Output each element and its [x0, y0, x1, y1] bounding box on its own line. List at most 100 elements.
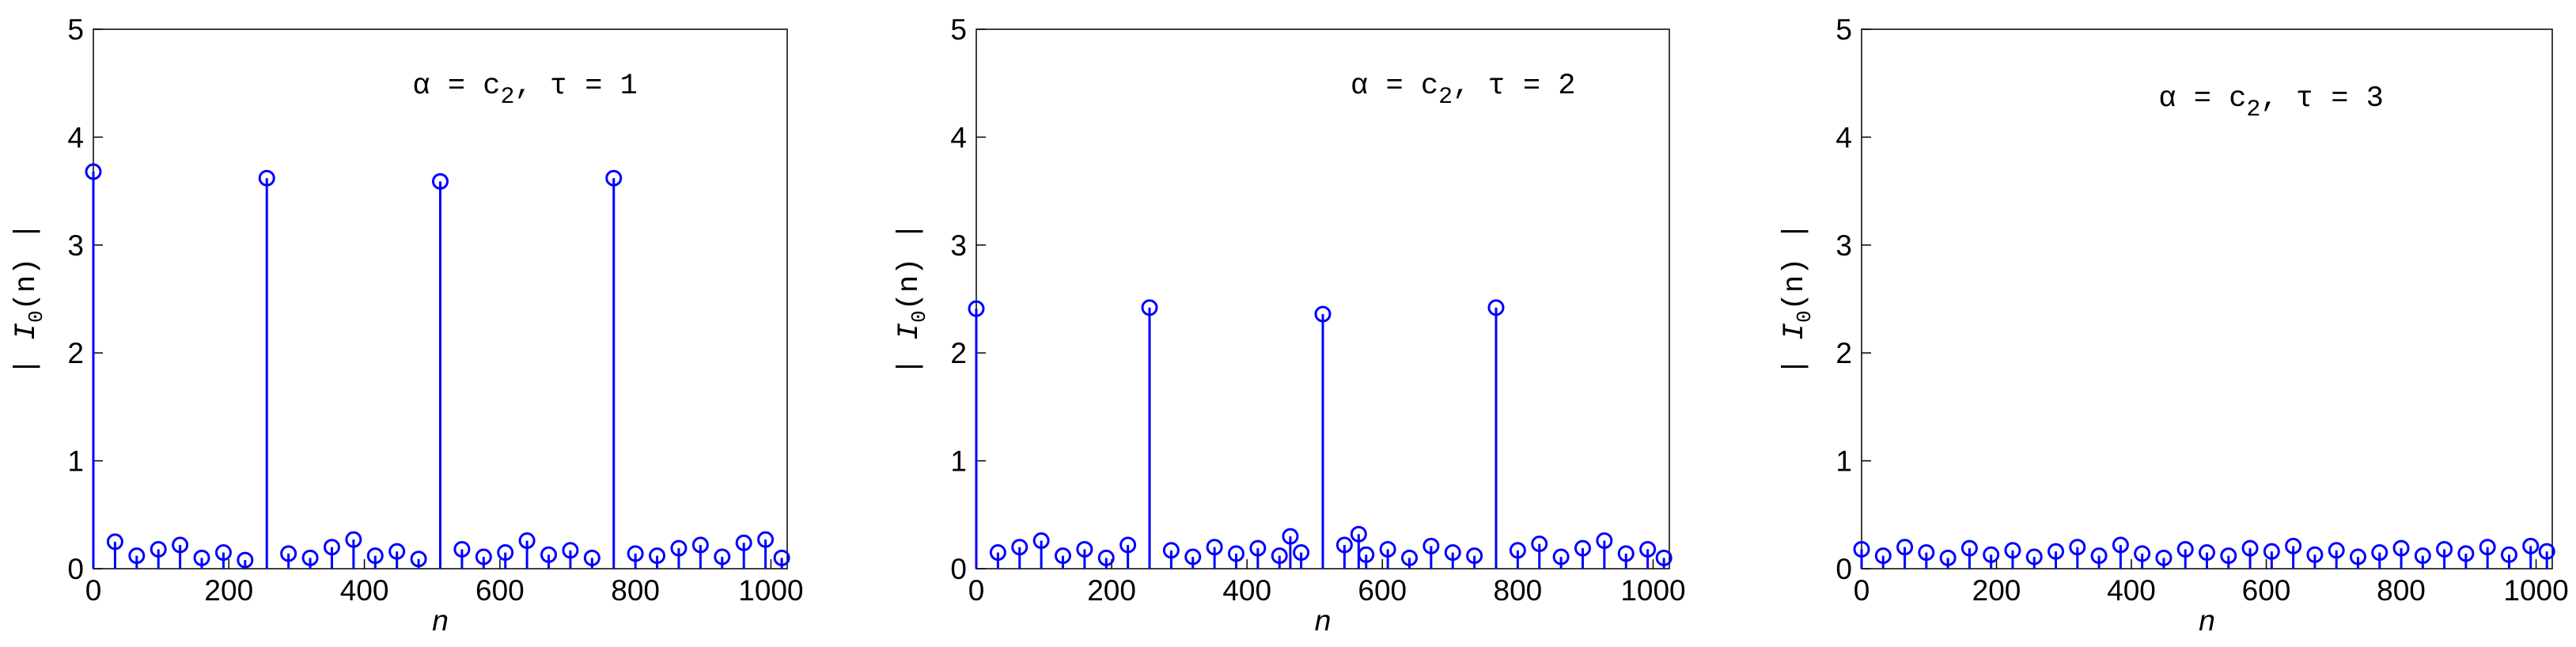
- stem-marker: [497, 544, 514, 562]
- y-label-tail: (n) |: [1779, 222, 1812, 310]
- annotation: α = c2, τ = 3: [2158, 82, 2383, 123]
- stem-marker: [714, 548, 731, 566]
- stem-marker: [2112, 536, 2129, 554]
- stem-marker: [1076, 540, 1093, 558]
- y-tick-label: 3: [67, 229, 84, 262]
- x-axis-label: n: [2198, 607, 2215, 640]
- y-tick-label: 5: [67, 13, 84, 46]
- stem-marker: [2241, 539, 2259, 557]
- y-tick-label: 4: [67, 121, 84, 153]
- stem-marker: [1011, 539, 1029, 556]
- stem-marker: [1918, 544, 1935, 562]
- y-tick-label: 1: [1835, 445, 1852, 478]
- stem-marker: [432, 172, 449, 190]
- y-tick-label: 0: [1835, 553, 1852, 585]
- stem-marker: [1509, 542, 1526, 559]
- stem-marker: [1617, 545, 1635, 562]
- y-label-main: | I: [893, 323, 926, 376]
- y-tick-label: 4: [1835, 121, 1852, 153]
- stem-marker: [172, 536, 189, 554]
- stem-marker: [1574, 539, 1591, 557]
- x-tick-label: 200: [1972, 574, 2021, 607]
- stem-marker: [1552, 548, 1570, 566]
- stem-marker: [2349, 548, 2366, 566]
- stem-marker: [1596, 532, 1613, 550]
- stem-marker: [2285, 537, 2302, 554]
- x-tick-label: 600: [2242, 574, 2291, 607]
- stem-marker: [1162, 542, 1180, 559]
- stem-marker: [1939, 549, 1957, 566]
- stem-marker: [540, 546, 558, 563]
- annotation: α = c2, τ = 1: [412, 70, 637, 111]
- stem-marker: [2538, 543, 2555, 560]
- stem-marker: [475, 548, 492, 566]
- stem-marker: [1487, 299, 1505, 316]
- stem-marker: [1228, 545, 1244, 562]
- stem-marker: [2371, 544, 2388, 562]
- stem-marker: [1358, 546, 1375, 563]
- stem-marker: [1293, 544, 1310, 562]
- stem-marker: [2522, 537, 2540, 554]
- stem-marker: [345, 531, 362, 548]
- y-tick-label: 2: [1835, 337, 1852, 369]
- stem-marker: [2069, 539, 2086, 556]
- y-label-tail: (n) |: [893, 222, 926, 310]
- stem-marker: [1335, 536, 1353, 554]
- stem-marker: [2328, 542, 2345, 559]
- y-tick-label: 0: [950, 553, 967, 585]
- stem-marker: [1874, 547, 1892, 565]
- x-tick-label: 600: [1358, 574, 1407, 607]
- x-axis-label: n: [431, 607, 449, 640]
- y-label-sub: 0: [25, 310, 48, 323]
- stem-marker: [1032, 532, 1050, 550]
- y-tick-label: 1: [950, 445, 967, 478]
- stem-marker: [670, 539, 688, 557]
- stem-marker: [2155, 549, 2173, 566]
- y-tick-label: 1: [67, 445, 84, 478]
- stem-marker: [1960, 539, 1978, 557]
- stem-marker: [2263, 543, 2280, 560]
- stem-marker: [1141, 299, 1158, 316]
- y-tick-label: 4: [950, 121, 967, 153]
- x-tick-label: 0: [1854, 574, 1870, 607]
- y-label-main: | I: [10, 323, 44, 376]
- y-label-tail: (n) |: [10, 222, 44, 310]
- stem-marker: [1184, 548, 1202, 566]
- y-label-main: | I: [1779, 323, 1812, 376]
- y-tick-label: 3: [1835, 229, 1852, 262]
- x-tick-label: 800: [2377, 574, 2426, 607]
- y-tick-label: 2: [67, 337, 84, 369]
- annotation-tail: , τ = 1: [514, 70, 637, 103]
- stem-marker: [258, 169, 275, 187]
- stem-marker: [214, 544, 232, 562]
- stem-marker: [1379, 540, 1396, 558]
- stem-marker: [773, 549, 790, 566]
- x-tick-label: 400: [2107, 574, 2156, 607]
- stem-marker: [2134, 545, 2151, 562]
- x-tick-label: 800: [1494, 574, 1543, 607]
- x-tick-label: 400: [340, 574, 389, 607]
- stem-marker: [2220, 547, 2237, 565]
- stem-marker: [193, 549, 210, 566]
- stem-marker: [1639, 540, 1657, 558]
- y-label-sub: 0: [907, 310, 931, 323]
- stem-marker: [2414, 547, 2431, 565]
- stem-marker: [1466, 547, 1483, 565]
- annotation-sub: 2: [500, 84, 514, 111]
- stem-marker: [649, 547, 666, 565]
- y-tick-label: 0: [67, 553, 84, 585]
- stem-marker: [1401, 549, 1418, 566]
- annotation-sub: 2: [1438, 84, 1453, 111]
- x-tick-label: 0: [85, 574, 102, 607]
- stem-marker: [757, 531, 775, 548]
- stem-marker: [150, 540, 167, 558]
- stem-marker: [518, 532, 536, 550]
- x-tick-label: 800: [611, 574, 660, 607]
- stem-marker: [627, 545, 644, 562]
- annotation: α = c2, τ = 2: [1351, 70, 1575, 111]
- stem-marker: [605, 169, 623, 187]
- stem-marker: [1055, 547, 1071, 565]
